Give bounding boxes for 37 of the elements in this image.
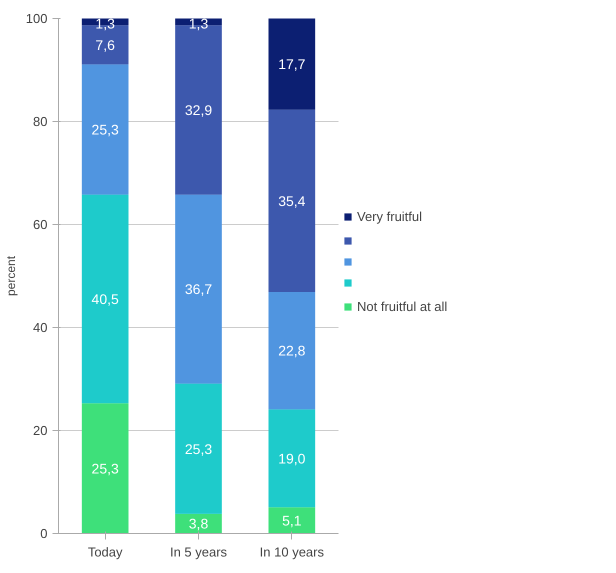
data-label: 17,7	[278, 56, 306, 72]
data-label: 19,0	[278, 450, 306, 466]
data-label: 40,5	[92, 290, 120, 307]
y-tick-label: 100	[26, 11, 48, 26]
data-label: 25,3	[184, 440, 212, 457]
x-tick-label: In 5 years	[170, 544, 228, 560]
bar	[82, 403, 128, 534]
y-tick-label: 60	[33, 217, 48, 232]
bar	[175, 384, 222, 514]
data-label: 1,3	[95, 16, 116, 32]
data-label: 25,3	[92, 460, 120, 476]
data-label: 22,8	[278, 342, 306, 359]
data-label: 7,6	[95, 36, 116, 53]
data-label: 3,8	[188, 516, 208, 532]
data-label: 32,9	[184, 102, 212, 118]
bar	[268, 507, 316, 534]
bar	[268, 292, 316, 410]
legend-label: Not fruitful at all	[357, 299, 448, 314]
bar	[82, 64, 128, 195]
y-tick-label: 20	[33, 423, 48, 438]
data-label: 35,4	[278, 192, 306, 209]
x-tick-label: Today	[88, 544, 124, 560]
bar	[82, 194, 128, 404]
x-tick-label: In 10 years	[260, 544, 324, 560]
y-tick-label: 80	[33, 114, 48, 129]
data-label: 5,1	[282, 512, 302, 528]
y-axis-title: percent	[4, 255, 18, 296]
bar	[268, 18, 316, 110]
legend-label: Very fruitful	[357, 209, 422, 224]
data-label: 1,3	[188, 16, 208, 32]
bar	[268, 409, 316, 508]
data-label: 25,3	[92, 121, 120, 138]
y-tick-label: 0	[40, 526, 48, 541]
data-label: 36,7	[184, 281, 212, 298]
y-tick-label: 40	[33, 320, 48, 335]
bar	[175, 194, 222, 384]
bar	[268, 110, 316, 292]
